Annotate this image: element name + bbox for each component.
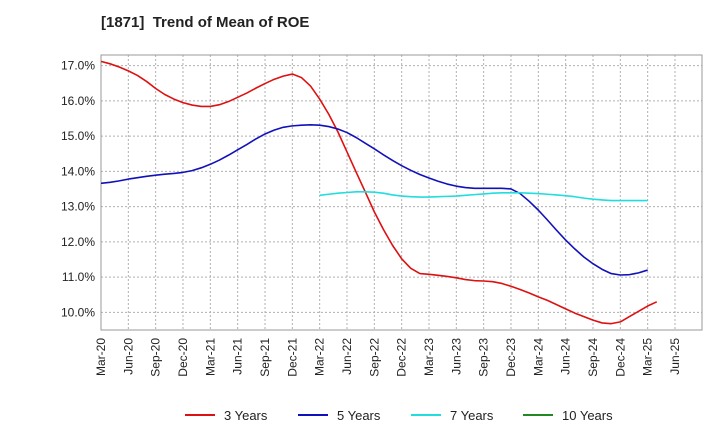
x-tick-label: Dec-20 [176, 338, 190, 377]
x-tick-label: Mar-20 [94, 338, 108, 376]
x-tick-label: Mar-22 [313, 338, 327, 376]
x-tick-label: Dec-24 [613, 338, 627, 377]
y-tick-label: 11.0% [62, 270, 95, 284]
legend: 3 Years 5 Years 7 Years 10 Years [185, 408, 613, 423]
x-tick-label: Dec-23 [504, 338, 518, 377]
x-tick-label: Jun-20 [121, 338, 135, 375]
y-tick-label: 17.0% [61, 59, 95, 73]
legend-item-2: 5 Years [298, 408, 381, 423]
legend-label: 5 Years [337, 408, 381, 423]
x-tick-label: Mar-23 [422, 338, 436, 376]
chart-title: [1871] Trend of Mean of ROE [101, 14, 310, 31]
grid-layer [100, 55, 702, 330]
x-tick-label: Dec-22 [395, 338, 409, 377]
y-tick-label: 15.0% [61, 129, 95, 143]
x-tick-label: Mar-25 [641, 338, 655, 376]
x-tick-label: Jun-24 [559, 338, 573, 375]
y-tick-label: 10.0% [61, 305, 95, 319]
series-line-1 [100, 60, 658, 325]
legend-item-1: 3 Years [185, 408, 268, 423]
x-tick-label: Mar-24 [531, 338, 545, 376]
x-axis: Mar-20 Jun-20 Sep-20 Dec-20 Mar-21 Jun-21 Sep-… [94, 338, 682, 377]
legend-label: 10 Years [562, 408, 613, 423]
x-tick-label: Mar-21 [203, 338, 217, 376]
x-tick-label: Sep-20 [149, 338, 163, 377]
legend-item-3: 7 Years [411, 408, 494, 423]
series-line-2 [100, 124, 648, 276]
x-tick-label: Dec-21 [285, 338, 299, 377]
x-tick-label: Sep-22 [367, 338, 381, 377]
x-tick-label: Sep-23 [477, 338, 491, 377]
x-tick-label: Jun-22 [340, 338, 354, 375]
plot-area [100, 54, 703, 331]
x-tick-label: Jun-25 [668, 338, 682, 375]
x-tick-label: Jun-23 [449, 338, 463, 375]
x-tick-label: Sep-21 [258, 338, 272, 377]
legend-label: 7 Years [450, 408, 494, 423]
y-tick-label: 12.0% [61, 235, 95, 249]
x-tick-label: Sep-24 [586, 338, 600, 377]
y-tick-label: 16.0% [61, 94, 95, 108]
legend-label: 3 Years [224, 408, 268, 423]
y-tick-label: 14.0% [61, 164, 95, 178]
x-tick-label: Jun-21 [231, 338, 245, 375]
series-line-3 [319, 190, 648, 202]
legend-item-4: 10 Years [523, 408, 613, 423]
y-axis: 10.0% 11.0% 12.0% 13.0% 14.0% 15.0% 16.0% 17.0% [61, 59, 95, 320]
series-layer [100, 60, 658, 325]
y-tick-label: 13.0% [61, 200, 95, 214]
